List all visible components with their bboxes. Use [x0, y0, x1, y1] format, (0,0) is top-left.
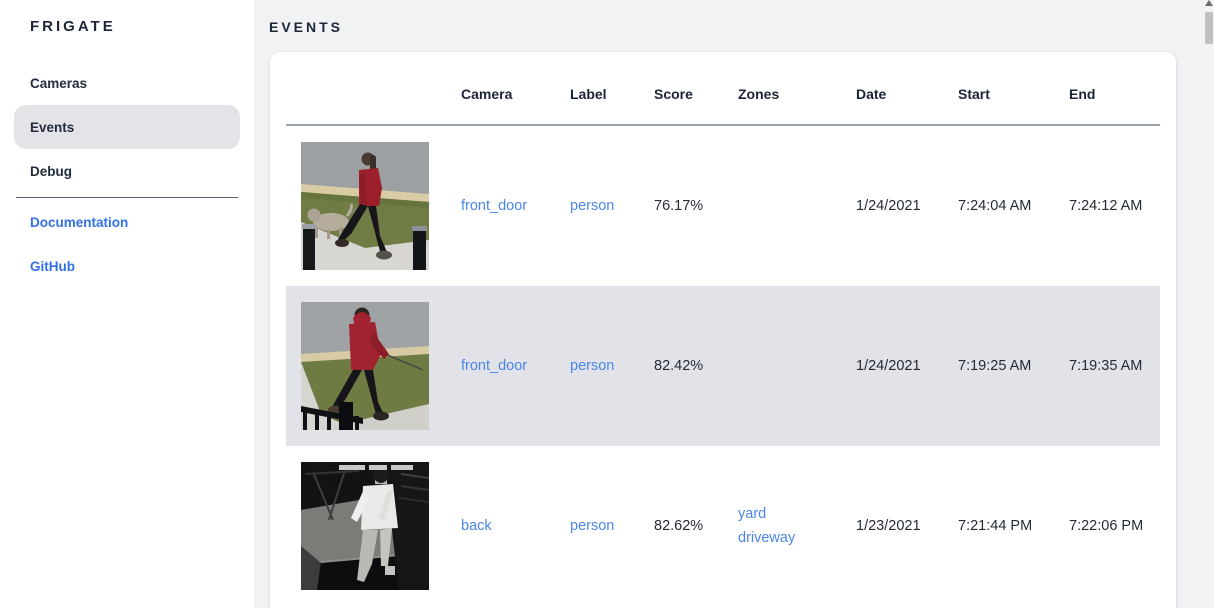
scrollbar-thumb[interactable] — [1205, 12, 1213, 44]
zone-link[interactable]: yard — [738, 506, 767, 522]
camera-link[interactable]: back — [461, 518, 492, 534]
column-header-label: Label — [570, 86, 607, 102]
label-link[interactable]: person — [570, 358, 615, 374]
label-link[interactable]: person — [570, 198, 615, 214]
score-value: 82.62% — [654, 518, 704, 534]
start-value: 7:19:25 AM — [958, 358, 1032, 374]
sidebar-item-label: Cameras — [30, 75, 88, 91]
table-row[interactable]: back person 82.62% yard driveway 1/23/202… — [286, 446, 1160, 606]
date-value: 1/23/2021 — [856, 518, 921, 534]
table-body: front_door person 76.17% 1/24/2021 7:24:… — [286, 126, 1160, 606]
end-value: 7:19:35 AM — [1069, 358, 1143, 374]
zones-cell: yard driveway — [738, 502, 856, 550]
zone-link[interactable]: driveway — [738, 530, 796, 546]
vertical-scrollbar[interactable] — [1204, 0, 1214, 608]
page-title: EVENTS — [269, 19, 344, 35]
date-value: 1/24/2021 — [856, 358, 921, 374]
sidebar-item-cameras[interactable]: Cameras — [14, 61, 240, 105]
column-header-end: End — [1069, 86, 1096, 102]
label-link[interactable]: person — [570, 518, 615, 534]
event-thumbnail[interactable] — [301, 462, 429, 590]
events-table-card: Camera Label Score Zones Date Start End — [270, 52, 1176, 608]
column-header-score: Score — [654, 86, 693, 102]
sidebar-link-github[interactable]: GitHub — [14, 244, 240, 288]
camera-link[interactable]: front_door — [461, 198, 528, 214]
table-header-row: Camera Label Score Zones Date Start End — [286, 52, 1160, 126]
sidebar-divider — [16, 197, 238, 198]
app-logo: FRIGATE — [30, 18, 116, 35]
sidebar-link-label: Documentation — [30, 214, 129, 230]
event-thumbnail[interactable] — [301, 142, 429, 270]
sidebar-link-label: GitHub — [30, 258, 75, 274]
score-value: 82.42% — [654, 358, 704, 374]
column-header-date: Date — [856, 86, 887, 102]
start-value: 7:24:04 AM — [958, 198, 1032, 214]
sidebar-item-debug[interactable]: Debug — [14, 149, 240, 193]
column-header-camera: Camera — [461, 86, 513, 102]
sidebar-item-label: Events — [30, 119, 75, 135]
sidebar: FRIGATE Cameras Events Debug Documentati… — [0, 0, 254, 608]
date-value: 1/24/2021 — [856, 198, 921, 214]
sidebar-link-documentation[interactable]: Documentation — [14, 200, 240, 244]
camera-link[interactable]: front_door — [461, 358, 528, 374]
sidebar-item-label: Debug — [30, 163, 72, 179]
sidebar-item-events[interactable]: Events — [14, 105, 240, 149]
event-thumbnail[interactable] — [301, 302, 429, 430]
end-value: 7:22:06 PM — [1069, 518, 1144, 534]
table-row[interactable]: front_door person 76.17% 1/24/2021 7:24:… — [286, 126, 1160, 286]
score-value: 76.17% — [654, 198, 704, 214]
table-row[interactable]: front_door person 82.42% 1/24/2021 7:19:… — [286, 286, 1160, 446]
column-header-start: Start — [958, 86, 990, 102]
scrollbar-up-arrow-icon[interactable] — [1205, 0, 1213, 6]
start-value: 7:21:44 PM — [958, 518, 1033, 534]
column-header-zones: Zones — [738, 86, 780, 102]
end-value: 7:24:12 AM — [1069, 198, 1143, 214]
sidebar-nav: Cameras Events Debug Documentation GitHu… — [0, 61, 254, 288]
